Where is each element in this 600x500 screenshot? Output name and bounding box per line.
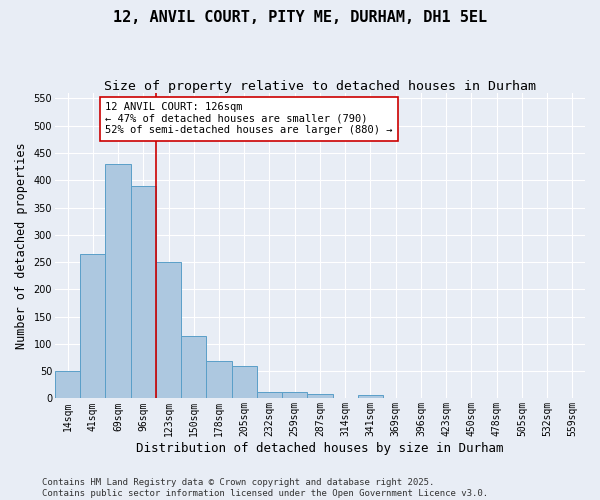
Text: 12, ANVIL COURT, PITY ME, DURHAM, DH1 5EL: 12, ANVIL COURT, PITY ME, DURHAM, DH1 5E… bbox=[113, 10, 487, 25]
Bar bbox=[181, 336, 206, 398]
Title: Size of property relative to detached houses in Durham: Size of property relative to detached ho… bbox=[104, 80, 536, 93]
Bar bbox=[131, 186, 156, 398]
Bar bbox=[106, 164, 131, 398]
Bar bbox=[55, 371, 80, 398]
Bar bbox=[232, 366, 257, 398]
Bar bbox=[358, 394, 383, 398]
Bar bbox=[282, 392, 307, 398]
X-axis label: Distribution of detached houses by size in Durham: Distribution of detached houses by size … bbox=[136, 442, 504, 455]
Text: 12 ANVIL COURT: 126sqm
← 47% of detached houses are smaller (790)
52% of semi-de: 12 ANVIL COURT: 126sqm ← 47% of detached… bbox=[106, 102, 393, 136]
Bar bbox=[80, 254, 106, 398]
Y-axis label: Number of detached properties: Number of detached properties bbox=[15, 142, 28, 349]
Text: Contains HM Land Registry data © Crown copyright and database right 2025.
Contai: Contains HM Land Registry data © Crown c… bbox=[42, 478, 488, 498]
Bar bbox=[156, 262, 181, 398]
Bar bbox=[206, 362, 232, 399]
Bar bbox=[257, 392, 282, 398]
Bar bbox=[307, 394, 332, 398]
